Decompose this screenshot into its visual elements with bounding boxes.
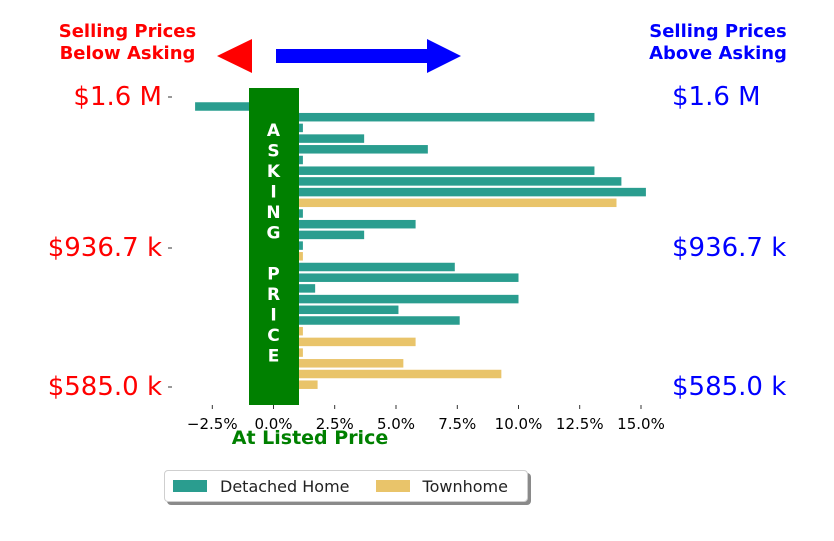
x-tick-label: 7.5% bbox=[438, 415, 476, 433]
x-tick-label: 5.0% bbox=[377, 415, 415, 433]
band-letter: E bbox=[268, 347, 280, 367]
y-label-right-bottom: $585.0 k bbox=[672, 372, 787, 402]
bar-detached bbox=[273, 177, 622, 186]
band-letter: G bbox=[267, 224, 281, 244]
band-letter: K bbox=[267, 162, 281, 182]
at-listed-price-caption: At Listed Price bbox=[231, 427, 389, 449]
bar-detached bbox=[273, 219, 416, 229]
bar-detached bbox=[273, 273, 519, 282]
bar-townhome bbox=[273, 359, 404, 368]
bar-detached bbox=[273, 230, 365, 240]
x-tick-label: 0.0% bbox=[254, 415, 292, 433]
bar-detached bbox=[273, 166, 595, 175]
y-label-left-mid: $936.7 k bbox=[47, 233, 162, 263]
x-axis: −2.5% 0.0% 2.5% 5.0% 7.5% 10.0% 12.5% 15.0% bbox=[187, 405, 665, 433]
band-letter: P bbox=[267, 265, 279, 285]
bar-group bbox=[195, 102, 646, 389]
bar-detached bbox=[273, 134, 365, 143]
bar-detached bbox=[273, 187, 646, 197]
band-letter: R bbox=[267, 285, 280, 305]
y-label-left-bottom: $585.0 k bbox=[47, 372, 162, 402]
bar-townhome bbox=[273, 198, 617, 208]
bar-detached bbox=[273, 145, 428, 154]
x-tick-label: 2.5% bbox=[316, 415, 354, 433]
bar-townhome bbox=[273, 337, 416, 347]
bar-detached bbox=[273, 262, 455, 272]
legend-swatch-townhome bbox=[375, 480, 410, 492]
x-tick-label: 12.5% bbox=[556, 415, 604, 433]
above-asking-label: Selling Prices Above Asking bbox=[649, 21, 787, 64]
legend-label-townhome: Townhome bbox=[422, 476, 508, 496]
right-arrow-icon bbox=[276, 39, 461, 73]
legend-swatch-detached bbox=[173, 480, 207, 492]
bar-detached bbox=[273, 316, 460, 325]
band-letter: S bbox=[267, 142, 279, 162]
band-letter: N bbox=[266, 203, 280, 223]
bar-detached bbox=[273, 294, 519, 304]
bar-detached bbox=[273, 305, 399, 315]
x-tick-label: 10.0% bbox=[495, 415, 543, 433]
y-label-right-mid: $936.7 k bbox=[672, 233, 787, 263]
x-tick-label: −2.5% bbox=[187, 415, 238, 433]
below-asking-label: Selling Prices Below Asking bbox=[58, 21, 197, 64]
bar-townhome bbox=[273, 369, 502, 379]
bar-detached bbox=[273, 112, 595, 122]
band-letter: I bbox=[270, 183, 276, 203]
y-label-right-top: $1.6 M bbox=[672, 82, 761, 112]
band-letter: C bbox=[267, 326, 279, 346]
bar-detached bbox=[195, 102, 274, 111]
legend-item-townhome: Townhome bbox=[375, 476, 508, 496]
asking-price-band bbox=[249, 88, 299, 405]
x-tick-label: 15.0% bbox=[617, 415, 665, 433]
left-arrow-icon bbox=[217, 39, 252, 73]
legend-item-detached: Detached Home bbox=[173, 477, 350, 496]
y-label-left-top: $1.6 M bbox=[73, 82, 162, 112]
y-tick-marks bbox=[168, 96, 172, 388]
legend-label-detached: Detached Home bbox=[220, 476, 350, 496]
band-letter: I bbox=[270, 306, 276, 326]
band-letter: A bbox=[267, 121, 281, 141]
legend: Detached Home Townhome bbox=[164, 470, 528, 502]
